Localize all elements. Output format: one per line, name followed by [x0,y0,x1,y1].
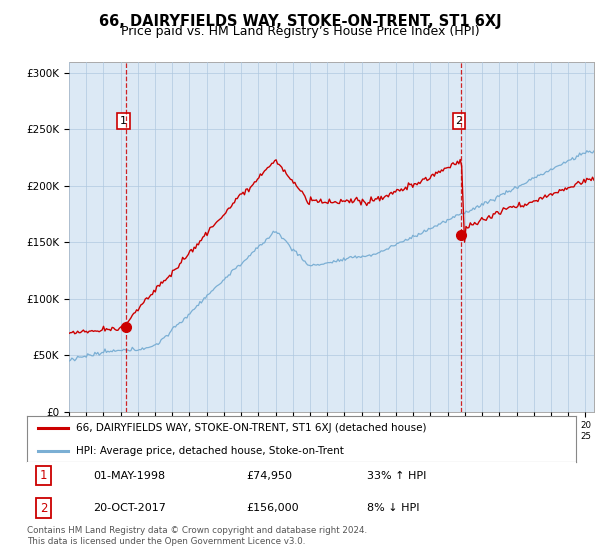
Text: 1: 1 [120,116,127,126]
Text: 20-OCT-2017: 20-OCT-2017 [93,503,166,513]
Text: £74,950: £74,950 [247,470,293,480]
Text: 33% ↑ HPI: 33% ↑ HPI [367,470,427,480]
Text: £156,000: £156,000 [247,503,299,513]
Text: 66, DAIRYFIELDS WAY, STOKE-ON-TRENT, ST1 6XJ: 66, DAIRYFIELDS WAY, STOKE-ON-TRENT, ST1… [98,14,502,29]
Text: HPI: Average price, detached house, Stoke-on-Trent: HPI: Average price, detached house, Stok… [76,446,344,455]
Text: Price paid vs. HM Land Registry’s House Price Index (HPI): Price paid vs. HM Land Registry’s House … [121,25,479,38]
Text: 1: 1 [40,469,47,482]
Text: Contains HM Land Registry data © Crown copyright and database right 2024.
This d: Contains HM Land Registry data © Crown c… [27,526,367,546]
Text: 8% ↓ HPI: 8% ↓ HPI [367,503,420,513]
Text: 66, DAIRYFIELDS WAY, STOKE-ON-TRENT, ST1 6XJ (detached house): 66, DAIRYFIELDS WAY, STOKE-ON-TRENT, ST1… [76,423,427,432]
Text: 01-MAY-1998: 01-MAY-1998 [93,470,165,480]
Text: 2: 2 [40,502,47,515]
Text: 2: 2 [455,116,463,126]
